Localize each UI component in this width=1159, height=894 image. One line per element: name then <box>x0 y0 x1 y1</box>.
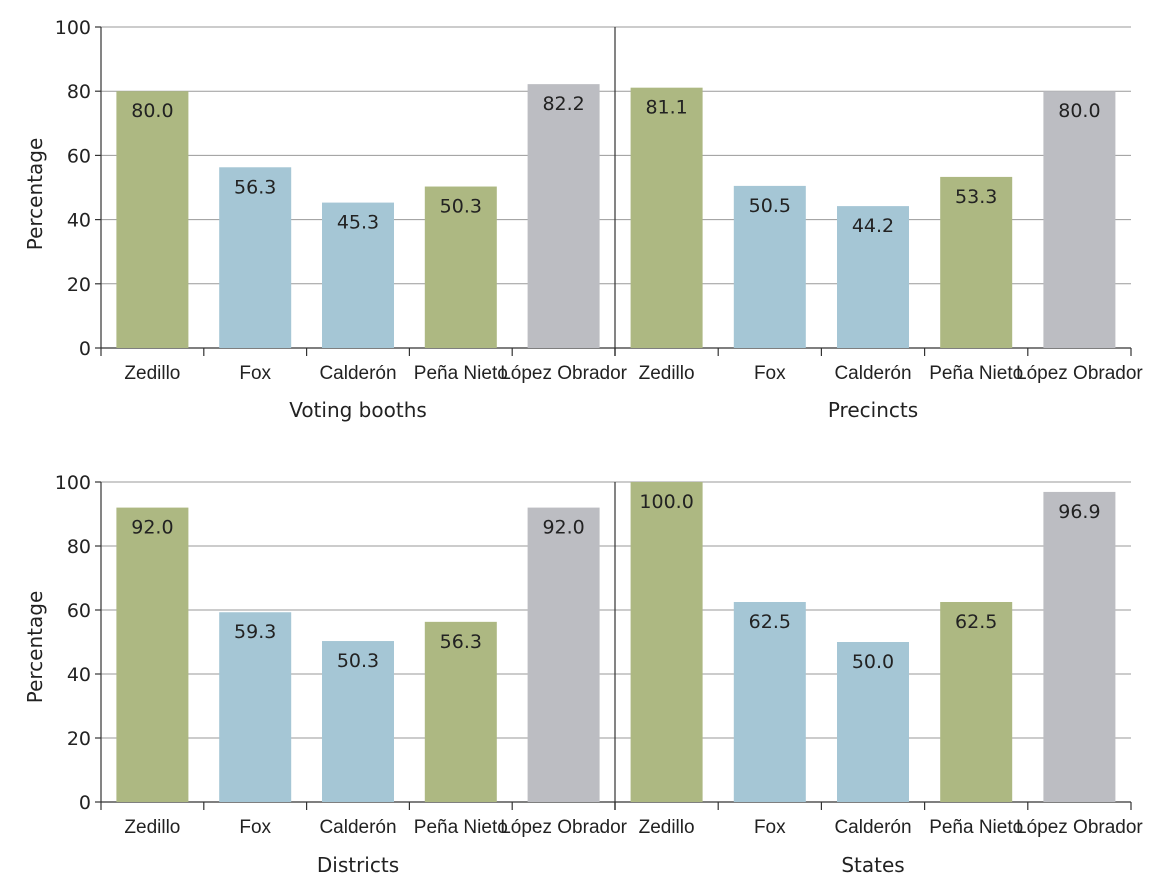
bar-value-label: 62.5 <box>749 611 791 633</box>
bar-value-label: 56.3 <box>234 176 276 198</box>
panel-2: 81.1 Zedillo 50.5 Fox 44.2 Calderón 53.3 Peña N… <box>614 87 1143 422</box>
bar-value-label: 50.0 <box>852 651 894 673</box>
y-tick-label: 80 <box>67 536 91 558</box>
y-axis-label: Percentage <box>23 591 47 704</box>
y-tick-label: 60 <box>67 145 91 167</box>
bar <box>527 84 600 348</box>
bar <box>527 507 600 802</box>
y-tick-label: 80 <box>67 81 91 103</box>
y-tick-label: 0 <box>79 792 91 814</box>
bar-value-label: 100.0 <box>639 491 693 513</box>
chart-row-2: 0 20 40 60 80 100 Percentage 92.0 Zedillo 59.3 Fox… <box>23 472 1143 877</box>
bar <box>1043 91 1116 348</box>
x-tick-label: Fox <box>754 817 786 838</box>
panel-3: 92.0 Zedillo 59.3 Fox 50.3 Calderón 56.3 Peña N… <box>100 507 628 877</box>
y-axis-label: Percentage <box>23 138 47 251</box>
panel-group-label: Voting booths <box>289 398 427 422</box>
x-tick-label: Peña Nieto <box>414 363 508 384</box>
bar-value-label: 80.0 <box>131 100 173 122</box>
x-tick-label: López Obrador <box>500 817 627 838</box>
x-tick-label: Peña Nieto <box>414 817 508 838</box>
y-tick-label: 20 <box>67 274 91 296</box>
x-tick-label: López Obrador <box>1016 363 1143 384</box>
bar <box>733 185 806 348</box>
x-tick-label: Zedillo <box>124 363 180 384</box>
y-tick-label: 100 <box>55 472 91 494</box>
x-tick-label: Zedillo <box>639 363 695 384</box>
y-tick-label: 40 <box>67 210 91 232</box>
bar-value-label: 50.5 <box>749 195 791 217</box>
bar <box>219 612 292 802</box>
bar <box>116 91 189 348</box>
panel-group-label: States <box>841 853 904 877</box>
x-tick-label: Calderón <box>834 817 911 838</box>
bar-value-label: 82.2 <box>542 93 584 115</box>
bar <box>116 507 189 802</box>
bar-value-label: 62.5 <box>955 611 997 633</box>
bar-value-label: 81.1 <box>645 97 687 119</box>
bar <box>630 482 703 802</box>
x-tick-label: Zedillo <box>124 817 180 838</box>
x-tick-label: Peña Nieto <box>929 363 1023 384</box>
chart-row-1: 0 20 40 60 80 100 Percentage 80.0 Zedillo 56.3 Fox… <box>23 17 1143 422</box>
bar-value-label: 80.0 <box>1058 100 1100 122</box>
bar-value-label: 50.3 <box>337 650 379 672</box>
x-tick-label: Fox <box>239 363 271 384</box>
y-tick-label: 0 <box>79 338 91 360</box>
bar <box>940 176 1013 348</box>
panel-4: 100.0 Zedillo 62.5 Fox 50.0 Calderón 62.5 Peña … <box>614 482 1143 877</box>
bar <box>1043 491 1116 802</box>
bar-value-label: 59.3 <box>234 621 276 643</box>
x-tick-label: Fox <box>754 363 786 384</box>
panel-group-label: Districts <box>317 853 399 877</box>
x-tick-label: Zedillo <box>639 817 695 838</box>
y-tick-label: 100 <box>55 17 91 39</box>
x-tick-label: Peña Nieto <box>929 817 1023 838</box>
bar <box>837 642 909 802</box>
y-tick-label: 20 <box>67 728 91 750</box>
y-tick-label: 60 <box>67 600 91 622</box>
bar-value-label: 44.2 <box>852 215 894 237</box>
x-tick-label: Calderón <box>834 363 911 384</box>
bar <box>837 206 909 348</box>
x-tick-label: Calderón <box>319 817 396 838</box>
bar <box>630 87 703 348</box>
x-tick-label: Calderón <box>319 363 396 384</box>
x-tick-label: López Obrador <box>500 363 627 384</box>
x-tick-label: López Obrador <box>1016 817 1143 838</box>
bar <box>219 167 292 348</box>
y-tick-label: 40 <box>67 664 91 686</box>
bar-value-label: 92.0 <box>131 517 173 539</box>
panel-1: 80.0 Zedillo 56.3 Fox 45.3 Calderón 50.3 Peña N… <box>100 84 628 422</box>
bar <box>322 202 394 348</box>
panel-group-label: Precincts <box>828 398 918 422</box>
bar <box>733 602 806 802</box>
bar-value-label: 92.0 <box>542 517 584 539</box>
x-tick-label: Fox <box>239 817 271 838</box>
bar <box>322 641 394 802</box>
bar-value-label: 50.3 <box>440 196 482 218</box>
bar-value-label: 96.9 <box>1058 501 1100 523</box>
bar-value-label: 56.3 <box>440 631 482 653</box>
bar-value-label: 45.3 <box>337 212 379 234</box>
bar <box>940 602 1013 802</box>
bar-value-label: 53.3 <box>955 186 997 208</box>
bar <box>424 186 497 348</box>
bar <box>424 621 497 802</box>
